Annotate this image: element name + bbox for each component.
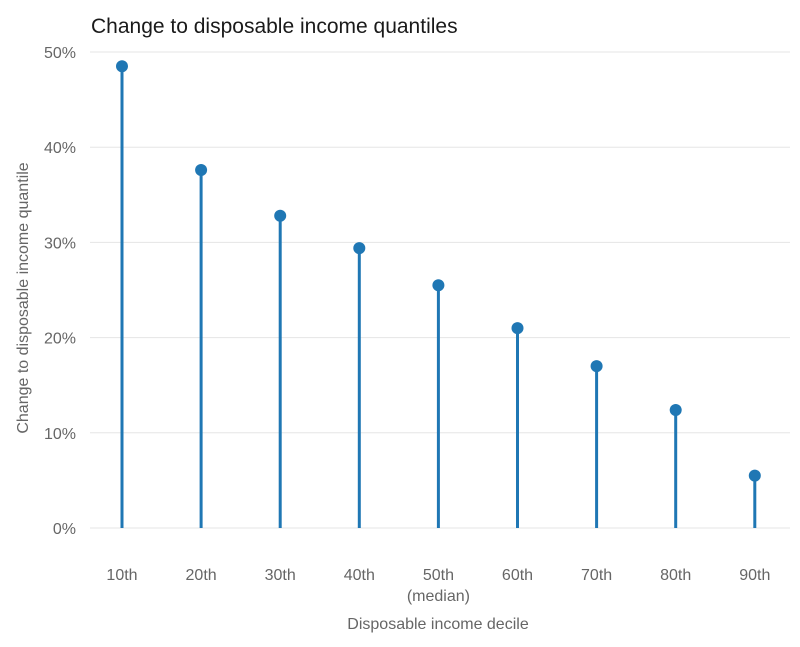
x-tick-label: 90th xyxy=(739,567,770,584)
x-tick-label: 50th (median) xyxy=(407,567,470,605)
lollipop-marks xyxy=(116,60,761,528)
chart-title: Change to disposable income quantiles xyxy=(91,15,458,38)
lollipop-point xyxy=(432,279,445,292)
gridlines xyxy=(90,51,790,529)
lollipop-point xyxy=(274,209,287,222)
x-tick-label: 20th xyxy=(186,567,217,584)
lollipop-point xyxy=(353,242,366,255)
y-tick-label: 30% xyxy=(44,235,76,252)
lollipop-point xyxy=(748,469,761,482)
lollipop-point xyxy=(195,164,208,177)
y-tick-label: 10% xyxy=(44,426,76,443)
x-tick-label: 70th xyxy=(581,567,612,584)
x-tick-label: 10th xyxy=(106,567,137,584)
lollipop-point xyxy=(511,322,524,335)
x-tick-label: 40th xyxy=(344,567,375,584)
lollipop-point xyxy=(669,403,682,416)
y-axis-ticks: 0% 10% 20% 30% 40% 50% xyxy=(44,45,76,538)
y-axis-label: Change to disposable income quantile xyxy=(15,162,32,433)
x-tick-label: 60th xyxy=(502,567,533,584)
x-axis-label: Disposable income decile xyxy=(347,616,529,633)
x-tick-label: 80th xyxy=(660,567,691,584)
y-tick-label: 20% xyxy=(44,331,76,348)
lollipop-point xyxy=(116,60,128,73)
lollipop-point xyxy=(590,360,603,373)
y-tick-label: 40% xyxy=(44,140,76,157)
x-tick-label: 30th xyxy=(265,567,296,584)
y-tick-label: 50% xyxy=(44,45,76,62)
x-axis-ticks: 10th 20th 30th 40th 50th (median) 60th 70th 80th… xyxy=(106,567,770,605)
y-tick-label: 0% xyxy=(53,521,76,538)
